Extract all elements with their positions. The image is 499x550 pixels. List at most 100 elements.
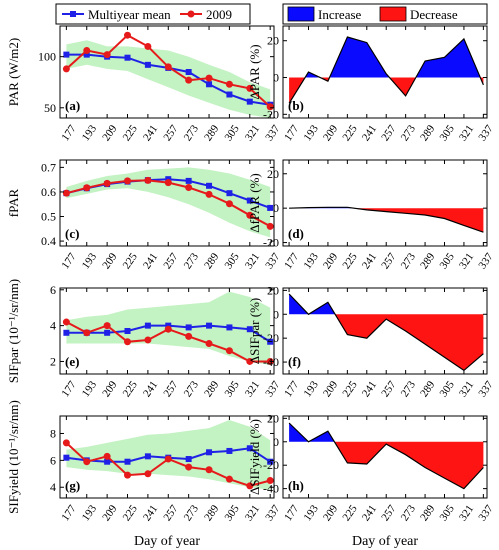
data-point-mean: [144, 453, 151, 460]
data-point-mean: [144, 61, 151, 68]
y-axis-label: PAR (W/m2): [6, 38, 21, 107]
x-tick-label: 305: [438, 503, 458, 524]
x-tick-label: 321: [243, 503, 262, 523]
x-tick-label: 209: [321, 251, 341, 272]
data-point-mean: [185, 177, 192, 184]
decrease-area: [289, 441, 484, 489]
x-tick-label: 193: [80, 123, 100, 144]
x-tick-label: 305: [222, 503, 242, 524]
y-axis-label: ΔSIFyield (%): [247, 419, 262, 495]
plot-frame: [59, 287, 275, 375]
data-point-2009: [246, 357, 254, 365]
y-tick-label: 0: [273, 307, 279, 321]
data-point-mean: [267, 204, 274, 211]
data-point-mean: [63, 329, 70, 336]
panel-label: (e): [65, 354, 79, 369]
data-point-mean: [246, 197, 253, 204]
data-point-mean: [63, 454, 70, 461]
x-tick-label: 273: [399, 503, 419, 524]
legend-mean-label: Multiyear mean: [88, 7, 171, 22]
panel-e: 2 4 6 177 193 209 225 241 257 273 289 305 321 337 SIFp…: [6, 279, 283, 400]
data-point-mean: [206, 449, 213, 456]
y-tick-label: -20: [263, 331, 279, 345]
data-point-mean: [83, 51, 90, 58]
data-point-2009: [124, 338, 132, 346]
data-point-2009: [185, 76, 193, 84]
x-tick-label: 193: [302, 251, 322, 272]
x-tick-label: 273: [182, 379, 202, 400]
x-tick-label: 305: [438, 123, 458, 144]
data-point-mean: [144, 322, 151, 329]
x-tick-label: 241: [141, 123, 160, 143]
x-tick-label: 209: [321, 123, 341, 144]
y-tick-label: -40: [263, 482, 279, 496]
legend-decrease-label: Decrease: [410, 7, 458, 22]
x-tick-label: 273: [399, 379, 419, 400]
y-axis-label: ΔSIFpar (%): [247, 298, 262, 365]
data-point-mean: [185, 324, 192, 331]
x-tick-label: 337: [476, 251, 496, 272]
panel-label: (h): [288, 478, 304, 493]
x-tick-label: 225: [121, 503, 141, 524]
x-tick-label: 209: [100, 123, 120, 144]
data-point-2009: [185, 332, 193, 340]
y-tick-label: 100: [38, 50, 56, 64]
x-tick-label: 193: [80, 503, 100, 524]
legend-increase-swatch: [287, 6, 315, 22]
x-tick-label: 241: [360, 251, 379, 271]
x-tick-label: 321: [243, 379, 262, 399]
y-axis-label: ΔfPAR (%): [247, 173, 262, 233]
data-point-2009: [83, 329, 91, 337]
x-tick-label: 273: [399, 123, 419, 144]
data-point-mean: [124, 54, 131, 61]
data-point-mean: [185, 69, 192, 75]
x-tick-label: 241: [360, 503, 379, 523]
data-point-mean: [226, 190, 233, 197]
x-tick-label: 257: [161, 379, 181, 400]
x-tick-label: 337: [263, 379, 283, 400]
data-point-2009: [103, 51, 111, 59]
x-tick-label: 177: [59, 251, 79, 272]
data-point-mean: [63, 51, 70, 58]
panel-label: (g): [65, 478, 80, 493]
panel-label: (f): [288, 354, 301, 369]
data-point-2009: [103, 452, 111, 460]
decrease-area: [289, 314, 484, 371]
x-tick-label: 305: [222, 251, 242, 272]
data-point-2009: [103, 322, 111, 330]
y-tick-label: 6: [50, 453, 56, 467]
x-tick-label: 289: [202, 503, 222, 524]
y-tick-label: 0.4: [41, 234, 56, 248]
x-tick-label: 273: [182, 251, 202, 272]
legend-2009-marker: [187, 10, 195, 18]
x-tick-label: 225: [121, 251, 141, 272]
x-tick-label: 193: [80, 379, 100, 400]
x-tick-label: 225: [121, 379, 141, 400]
y-axis-label: SIFyield (10⁻¹/sr/nm): [6, 400, 21, 514]
x-tick-label: 289: [418, 503, 438, 524]
data-point-2009: [185, 184, 193, 192]
x-tick-label: 209: [321, 379, 341, 400]
y-axis-label: fPAR: [6, 188, 21, 217]
y-tick-label: -20: [263, 107, 279, 121]
x-tick-label: 225: [340, 503, 360, 524]
y-tick-label: 4: [50, 480, 56, 494]
data-point-2009: [144, 336, 152, 344]
x-tick-label: 177: [282, 503, 302, 524]
legend-left: Multiyear mean 2009: [55, 3, 251, 25]
x-tick-label: 177: [59, 379, 79, 400]
y-tick-label: -20: [263, 458, 279, 472]
x-tick-label: 177: [282, 379, 302, 400]
x-tick-label: 257: [161, 503, 181, 524]
data-point-mean: [104, 329, 111, 336]
increase-area: [289, 294, 484, 315]
x-tick-label: 337: [476, 123, 496, 144]
y-tick-label: 0: [273, 71, 279, 85]
x-tick-label: 177: [59, 123, 79, 144]
x-tick-label: 257: [379, 123, 399, 144]
y-tick-label: -40: [263, 355, 279, 369]
